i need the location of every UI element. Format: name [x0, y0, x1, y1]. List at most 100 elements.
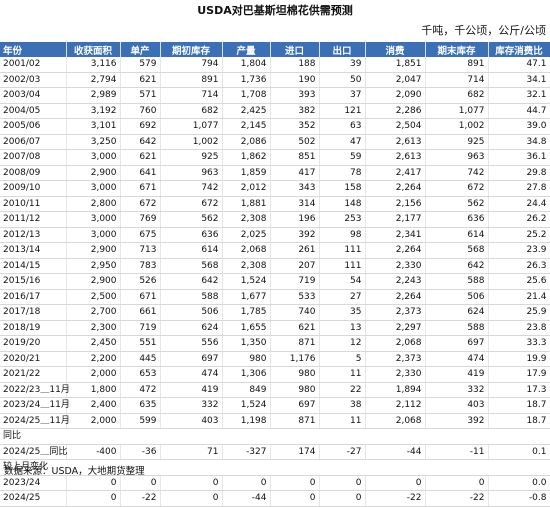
table-cell: 2,308: [222, 211, 271, 228]
table-cell: 2,308: [222, 258, 271, 274]
table-cell: 682: [425, 87, 489, 104]
row-label: 2012/13: [0, 227, 67, 243]
col-area: 收获面积: [66, 42, 121, 57]
table-cell: 23.9: [488, 242, 550, 259]
table-cell: 0: [319, 475, 366, 491]
table-cell: 2,900: [66, 165, 121, 181]
table-cell: 1,862: [222, 149, 271, 166]
table-cell: 692: [120, 118, 161, 135]
table-cell: 22: [319, 382, 366, 398]
table-cell: 661: [120, 304, 161, 321]
table-cell: 382: [270, 103, 320, 119]
table-cell: 2,330: [365, 258, 426, 274]
table-cell: 713: [120, 242, 161, 259]
table-cell: 963: [425, 149, 489, 166]
table-cell: 392: [270, 227, 320, 243]
table-cell: 672: [425, 180, 489, 197]
table-cell: 2,373: [365, 304, 426, 321]
row-label: 2024/25＿同比: [0, 444, 67, 460]
table-row: 2016/17 2,500 671 588 1,677 533 27 2,264 506 21.4: [0, 289, 550, 305]
table-cell: 588: [425, 320, 489, 336]
row-label: 2010/11: [0, 196, 67, 212]
table-row: 2010/11 2,800 672 672 1,881 314 148 2,156 562 24.…: [0, 196, 550, 212]
units-note: 千吨，千公顷，公斤/公顷: [421, 24, 546, 37]
table-cell: 851: [270, 149, 320, 166]
table-cell: 1,800: [66, 382, 121, 398]
table-cell: 871: [270, 335, 320, 352]
table-row: 2011/12 3,000 769 562 2,308 196 253 2,177 636 26.…: [0, 211, 550, 228]
row-label: 2023/24＿11月: [0, 397, 70, 414]
table-cell: 5: [319, 351, 366, 367]
row-label: 2016/17: [0, 289, 67, 305]
section-yoy: 同比: [0, 428, 550, 445]
table-cell: -327: [222, 444, 271, 460]
table-cell: 2,504: [365, 118, 426, 135]
table-cell: 0: [222, 475, 271, 491]
table-cell: 697: [160, 351, 223, 367]
table-cell: 39.0: [488, 118, 550, 135]
table-cell: 697: [425, 335, 489, 352]
table-cell: 26.2: [488, 211, 550, 228]
table-cell: 2,112: [365, 397, 426, 414]
col-stock-use-ratio: 库存消费比: [488, 42, 550, 57]
table-cell: 568: [160, 258, 223, 274]
table-cell: 0: [160, 490, 223, 507]
table-cell: 32.1: [488, 87, 550, 104]
table-cell: 794: [160, 57, 223, 73]
table-cell: 314: [270, 196, 320, 212]
table-cell: 63: [319, 118, 366, 135]
table-cell: 59: [319, 149, 366, 166]
table-cell: 2,297: [365, 320, 426, 336]
table-cell: 44.7: [488, 103, 550, 119]
table-cell: 0.1: [488, 444, 550, 460]
table-row: 2001/02 3,116 579 794 1,804 188 39 1,851 891 47.1: [0, 57, 550, 73]
table-cell: 2,068: [222, 242, 271, 259]
table-cell: 38: [319, 397, 366, 414]
table-cell: 54: [319, 273, 366, 290]
table-cell: 261: [270, 242, 320, 259]
table-cell: 588: [160, 289, 223, 305]
table-cell: 392: [425, 413, 489, 429]
table-cell: 190: [270, 72, 320, 88]
table-cell: -22: [365, 490, 426, 507]
table-cell: 0.0: [488, 475, 550, 491]
row-label: 2022/23＿11月: [0, 382, 70, 398]
row-label: 2011/12: [0, 211, 67, 228]
table-row: 2013/14 2,900 713 614 2,068 261 111 2,264 568 23.…: [0, 242, 550, 259]
table-cell: 1,198: [222, 413, 271, 429]
table-cell: 13: [319, 320, 366, 336]
table-cell: 2,025: [222, 227, 271, 243]
row-label: 2002/03: [0, 72, 67, 88]
table-cell: 1,524: [222, 273, 271, 290]
table-cell: 19.9: [488, 351, 550, 367]
table-cell: 111: [319, 242, 366, 259]
table-cell: 2,900: [66, 242, 121, 259]
table-cell: 1,524: [222, 397, 271, 414]
table-row: 2014/15 2,950 783 568 2,308 207 111 2,330 642 26.…: [0, 258, 550, 274]
table-cell: 963: [160, 165, 223, 181]
table-cell: 635: [120, 397, 161, 414]
table-cell: -27: [319, 444, 366, 460]
table-cell: 11: [319, 366, 366, 383]
table-cell: 18.7: [488, 397, 550, 414]
table-cell: 3,000: [66, 227, 121, 243]
table-cell: 562: [425, 196, 489, 212]
table-cell: 1,655: [222, 320, 271, 336]
table-cell: 714: [160, 87, 223, 104]
table-cell: 25.2: [488, 227, 550, 243]
table-cell: 3,000: [66, 211, 121, 228]
table-cell: 719: [270, 273, 320, 290]
table-cell: -36: [120, 444, 161, 460]
table-cell: 2,156: [365, 196, 426, 212]
row-label: 2005/06: [0, 118, 67, 135]
table-cell: 1,002: [425, 118, 489, 135]
table-cell: 2,264: [365, 180, 426, 197]
table-cell: 2,500: [66, 289, 121, 305]
table-cell: 445: [120, 351, 161, 367]
table-cell: 588: [425, 273, 489, 290]
mom-row: 2024/25 0 -22 0 -44 0 0 -22 -22 -0.8: [0, 490, 550, 507]
row-label: 2009/10: [0, 180, 67, 197]
table-cell: 1,677: [222, 289, 271, 305]
table-cell: 672: [160, 196, 223, 212]
table-cell: 624: [425, 304, 489, 321]
